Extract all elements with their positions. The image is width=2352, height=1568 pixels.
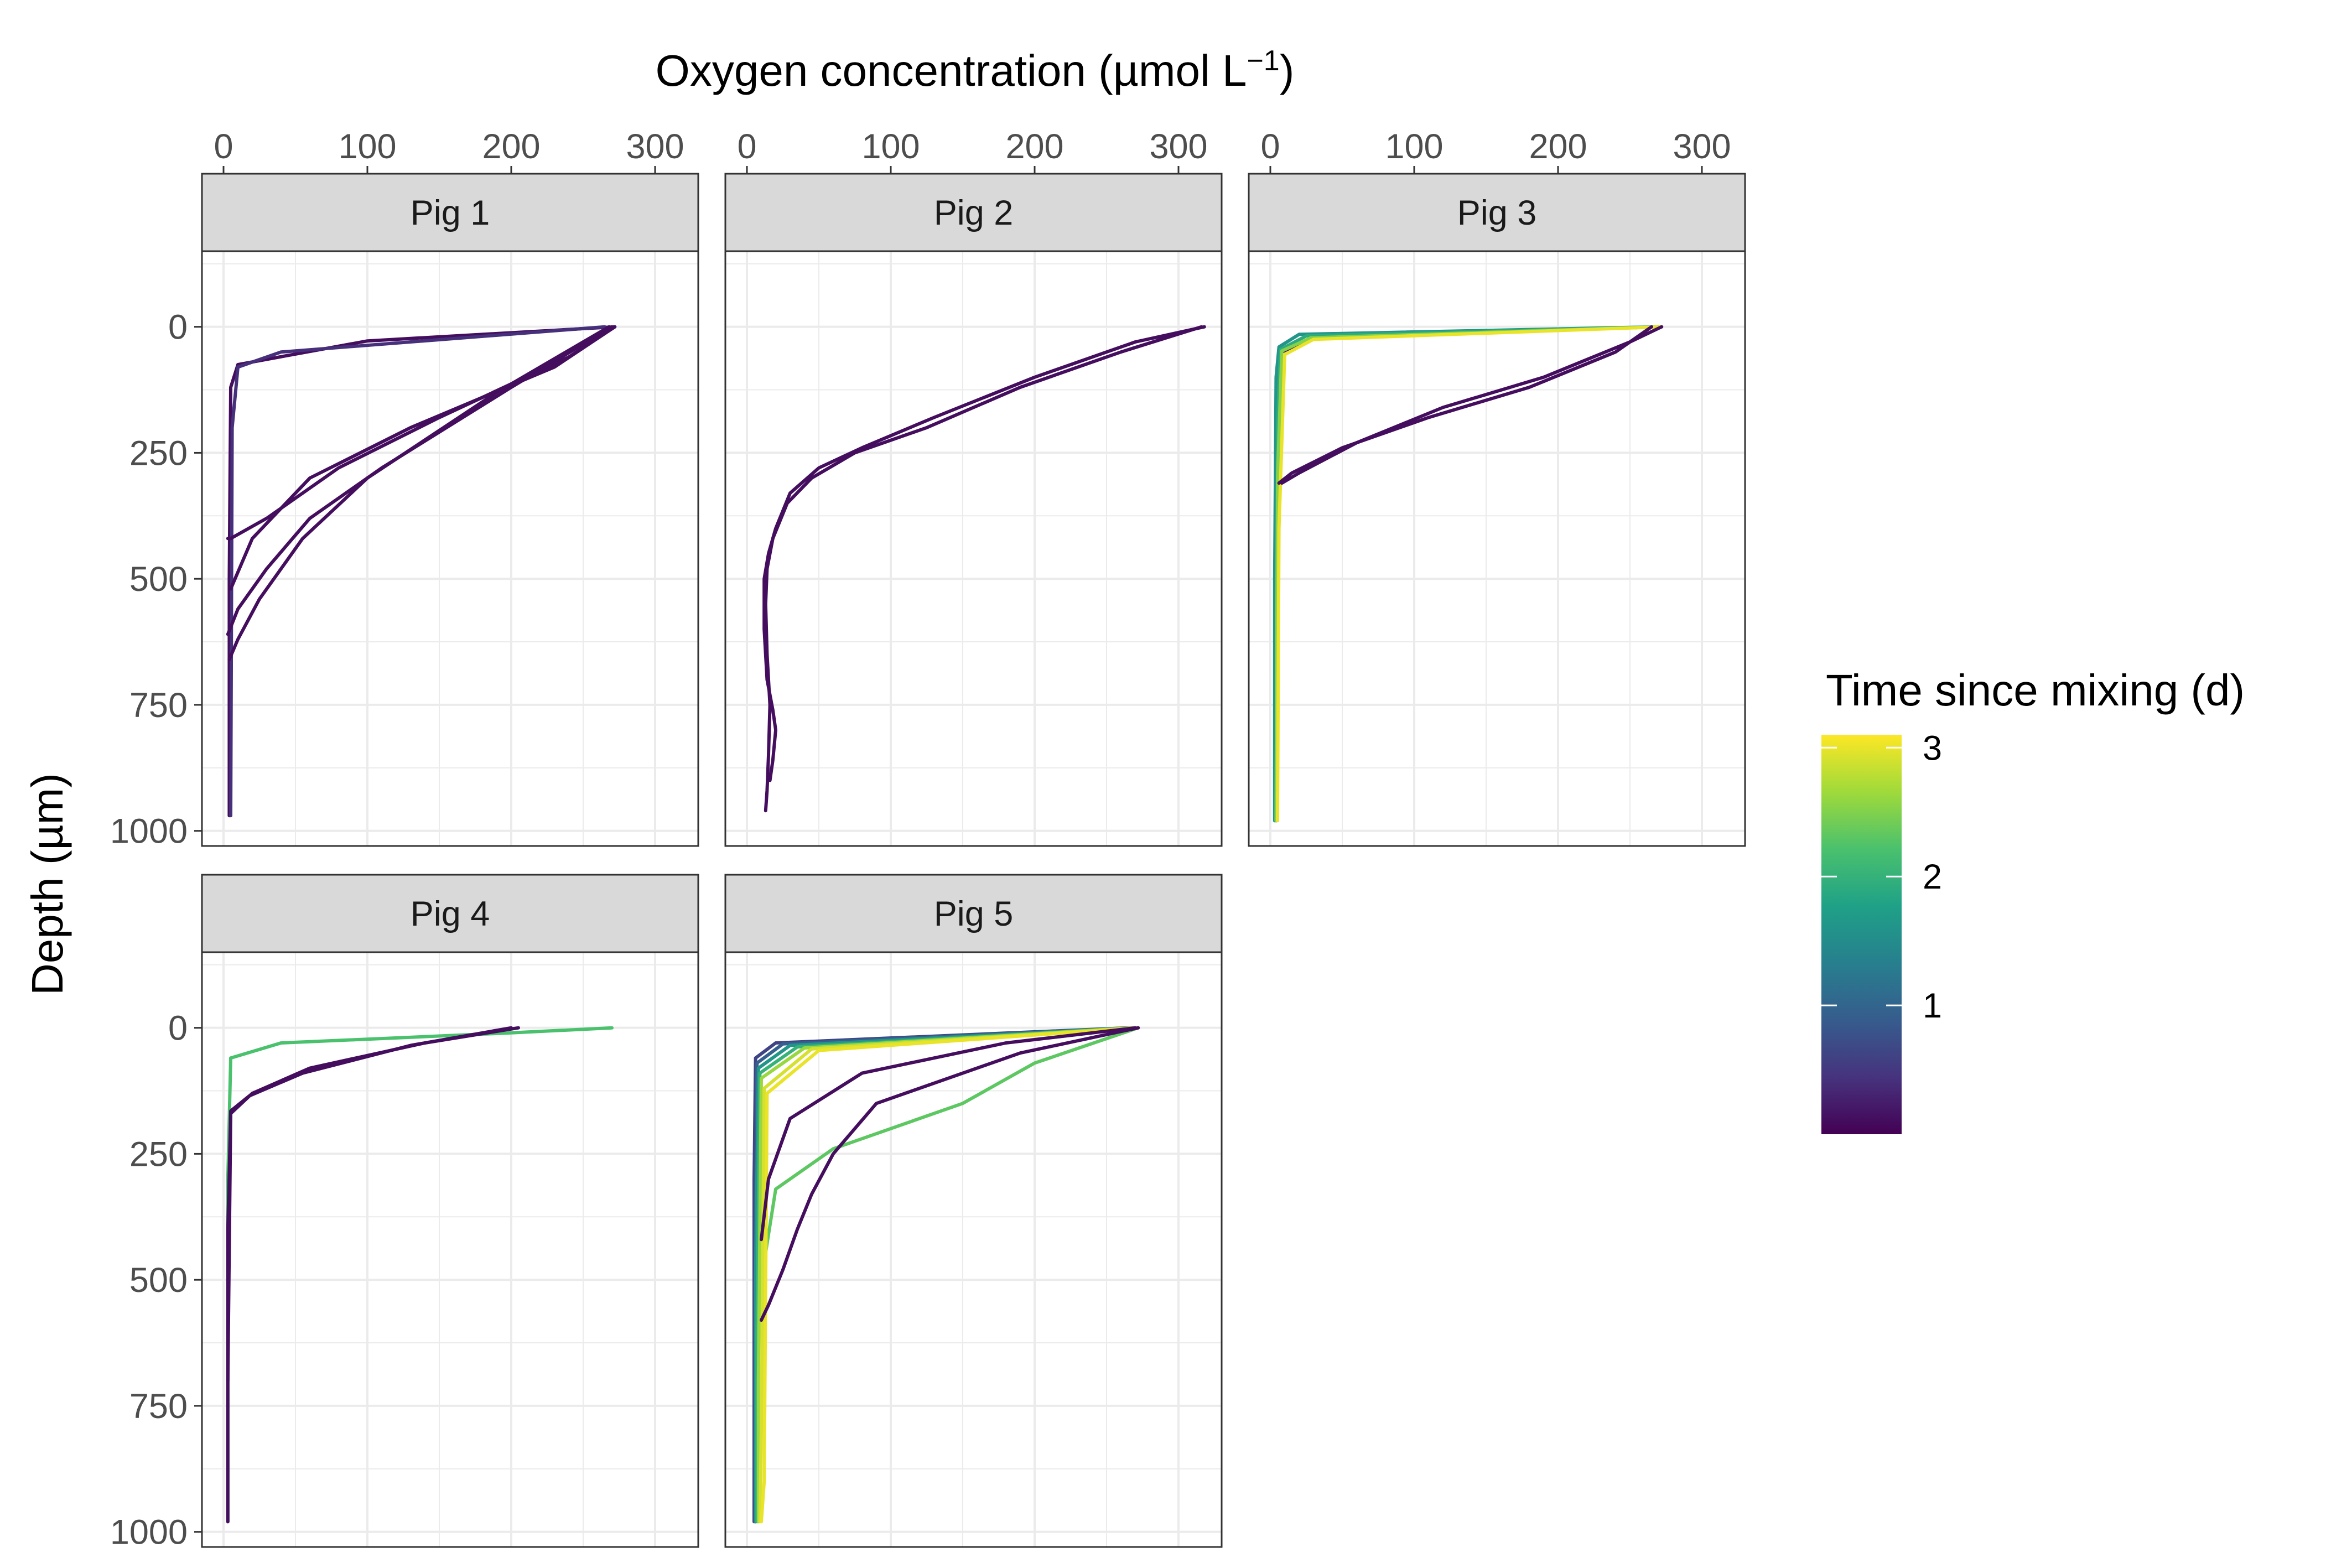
series-lines bbox=[1273, 325, 1664, 823]
y-axis-left: 0 250 500 750 1000 bbox=[110, 308, 202, 851]
colorbar-tick-label: 2 bbox=[1923, 858, 1942, 896]
y-axis-title: Depth (µm) bbox=[23, 773, 72, 995]
colorbar-ticks: 1 2 3 bbox=[1821, 729, 1942, 1025]
x-tick-label: 100 bbox=[338, 127, 396, 166]
series-lines bbox=[762, 325, 1206, 813]
profile-line-2 bbox=[229, 325, 606, 818]
x-tick-label: 0 bbox=[1260, 127, 1280, 166]
x-axis-title-suffix: ) bbox=[1280, 46, 1295, 95]
profile-line-8 bbox=[760, 1026, 1137, 1524]
profile-line-5 bbox=[1276, 325, 1664, 823]
panel-4: Pig 4 0 250 500 750 1000 bbox=[110, 874, 699, 1552]
x-tick-label: 200 bbox=[1529, 127, 1587, 166]
panel-3: Pig 3 0 100 200 300 bbox=[1248, 127, 1746, 847]
series-lines bbox=[752, 1026, 1140, 1524]
x-tick-label: 300 bbox=[626, 127, 684, 166]
y-tick-label: 500 bbox=[129, 1261, 188, 1300]
y-tick-label: 1000 bbox=[110, 1513, 188, 1552]
profile-line-4 bbox=[229, 325, 617, 591]
profile-line-2 bbox=[764, 325, 1203, 813]
x-axis-title-superscript: −1 bbox=[1247, 45, 1279, 77]
facet-strip bbox=[201, 173, 699, 252]
facet-strip bbox=[1248, 173, 1746, 252]
facet-strip bbox=[201, 874, 699, 953]
colorbar bbox=[1821, 735, 1902, 1134]
profile-line-9 bbox=[760, 1026, 1137, 1242]
facet-strip-label: Pig 3 bbox=[1457, 194, 1537, 232]
x-tick-label: 100 bbox=[1385, 127, 1443, 166]
y-tick-label: 250 bbox=[129, 434, 188, 473]
facet-strip-label: Pig 1 bbox=[411, 194, 490, 232]
colorbar-tick-label: 3 bbox=[1923, 729, 1942, 767]
x-tick-label: 100 bbox=[861, 127, 920, 166]
y-tick-label: 750 bbox=[129, 686, 188, 725]
facet-strip-label: Pig 5 bbox=[934, 895, 1014, 933]
series-lines bbox=[226, 325, 617, 818]
y-tick-label: 0 bbox=[168, 1009, 188, 1048]
panel-border bbox=[201, 250, 699, 847]
y-axis-left: 0 250 500 750 1000 bbox=[110, 1009, 202, 1552]
colorbar-tick-label: 1 bbox=[1923, 987, 1942, 1025]
y-tick-label: 750 bbox=[129, 1387, 188, 1426]
x-tick-label: 0 bbox=[214, 127, 233, 166]
facet-strip bbox=[724, 874, 1223, 953]
x-tick-label: 300 bbox=[1149, 127, 1207, 166]
panel-border bbox=[724, 250, 1223, 847]
profile-line-5 bbox=[760, 1026, 1140, 1282]
profile-line-10 bbox=[760, 1026, 1140, 1322]
profile-line-7 bbox=[1277, 325, 1653, 485]
x-axis-top: 0 100 200 300 bbox=[1260, 127, 1731, 174]
y-tick-label: 250 bbox=[129, 1135, 188, 1174]
x-tick-label: 300 bbox=[1673, 127, 1731, 166]
plot-background bbox=[1249, 251, 1745, 846]
panel-1: Pig 1 0 100 200 300 0 250 500 750 1000 bbox=[110, 127, 699, 851]
panel-5: Pig 5 bbox=[724, 874, 1223, 1548]
profile-line-5 bbox=[226, 325, 614, 636]
plot-background bbox=[202, 952, 698, 1547]
x-axis-title-main: Oxygen concentration (µmol L bbox=[656, 46, 1247, 95]
facet-strip bbox=[724, 173, 1223, 252]
profile-line-3 bbox=[226, 1026, 513, 1383]
profile-line-1 bbox=[227, 325, 617, 818]
plot-background bbox=[725, 251, 1222, 846]
facet-strip-label: Pig 2 bbox=[934, 194, 1014, 232]
x-axis-top: 0 100 200 300 bbox=[214, 127, 684, 174]
x-axis-title: Oxygen concentration (µmol L−1) bbox=[656, 45, 1295, 95]
y-tick-label: 1000 bbox=[110, 812, 188, 851]
facet-strip-label: Pig 4 bbox=[411, 895, 490, 933]
legend-title: Time since mixing (d) bbox=[1826, 666, 2245, 715]
gridlines bbox=[725, 251, 1222, 846]
panel-border bbox=[1248, 250, 1746, 847]
y-tick-label: 0 bbox=[168, 308, 188, 347]
y-tick-label: 500 bbox=[129, 560, 188, 599]
panel-2: Pig 2 0 100 200 300 bbox=[724, 127, 1223, 847]
colorbar-legend: Time since mixing (d) 1 2 3 bbox=[1821, 666, 2245, 1134]
gridlines bbox=[202, 952, 698, 1547]
panel-border bbox=[724, 951, 1223, 1548]
panel-border bbox=[201, 951, 699, 1548]
colorbar-rect bbox=[1821, 735, 1902, 1134]
profile-line-6 bbox=[227, 325, 611, 661]
x-tick-label: 200 bbox=[482, 127, 540, 166]
x-tick-label: 200 bbox=[1005, 127, 1063, 166]
x-tick-label: 0 bbox=[737, 127, 756, 166]
series-lines bbox=[226, 1026, 614, 1524]
x-axis-top: 0 100 200 300 bbox=[737, 127, 1208, 174]
